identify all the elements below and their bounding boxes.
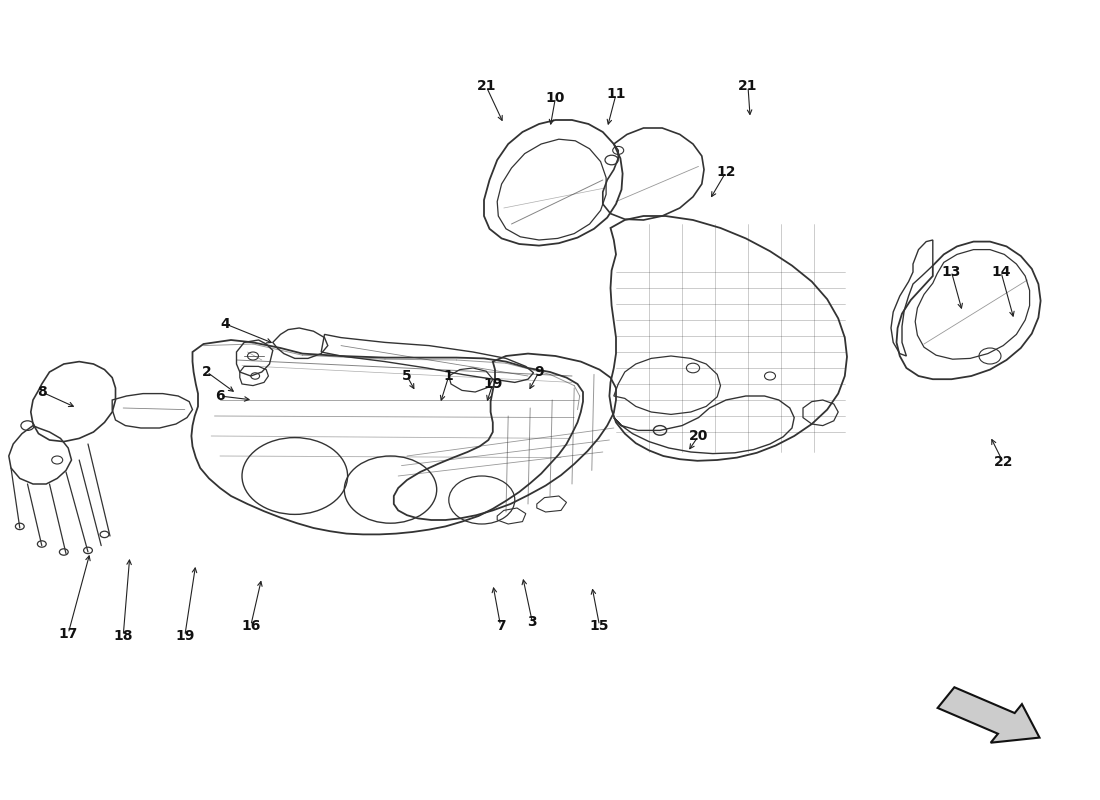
Text: 1: 1 [444,369,453,383]
Text: 12: 12 [716,165,736,179]
Text: 19: 19 [175,629,195,643]
Text: 13: 13 [942,265,961,279]
Text: 5: 5 [403,369,411,383]
Text: 11: 11 [606,87,626,102]
Text: 21: 21 [476,79,496,94]
Text: 9: 9 [535,365,543,379]
Text: 8: 8 [37,385,46,399]
Text: 16: 16 [241,618,261,633]
Text: 21: 21 [738,79,758,94]
Text: 17: 17 [58,626,78,641]
Text: 20: 20 [689,429,708,443]
Text: 7: 7 [496,618,505,633]
Text: 22: 22 [993,455,1013,470]
Text: 14: 14 [991,265,1011,279]
Text: 3: 3 [528,615,537,630]
Text: 18: 18 [113,629,133,643]
Text: 4: 4 [221,317,230,331]
Polygon shape [937,687,1040,742]
Text: 6: 6 [216,389,224,403]
Text: 15: 15 [590,618,609,633]
Text: 2: 2 [202,365,211,379]
Text: 10: 10 [546,90,565,105]
Text: 19: 19 [483,377,503,391]
